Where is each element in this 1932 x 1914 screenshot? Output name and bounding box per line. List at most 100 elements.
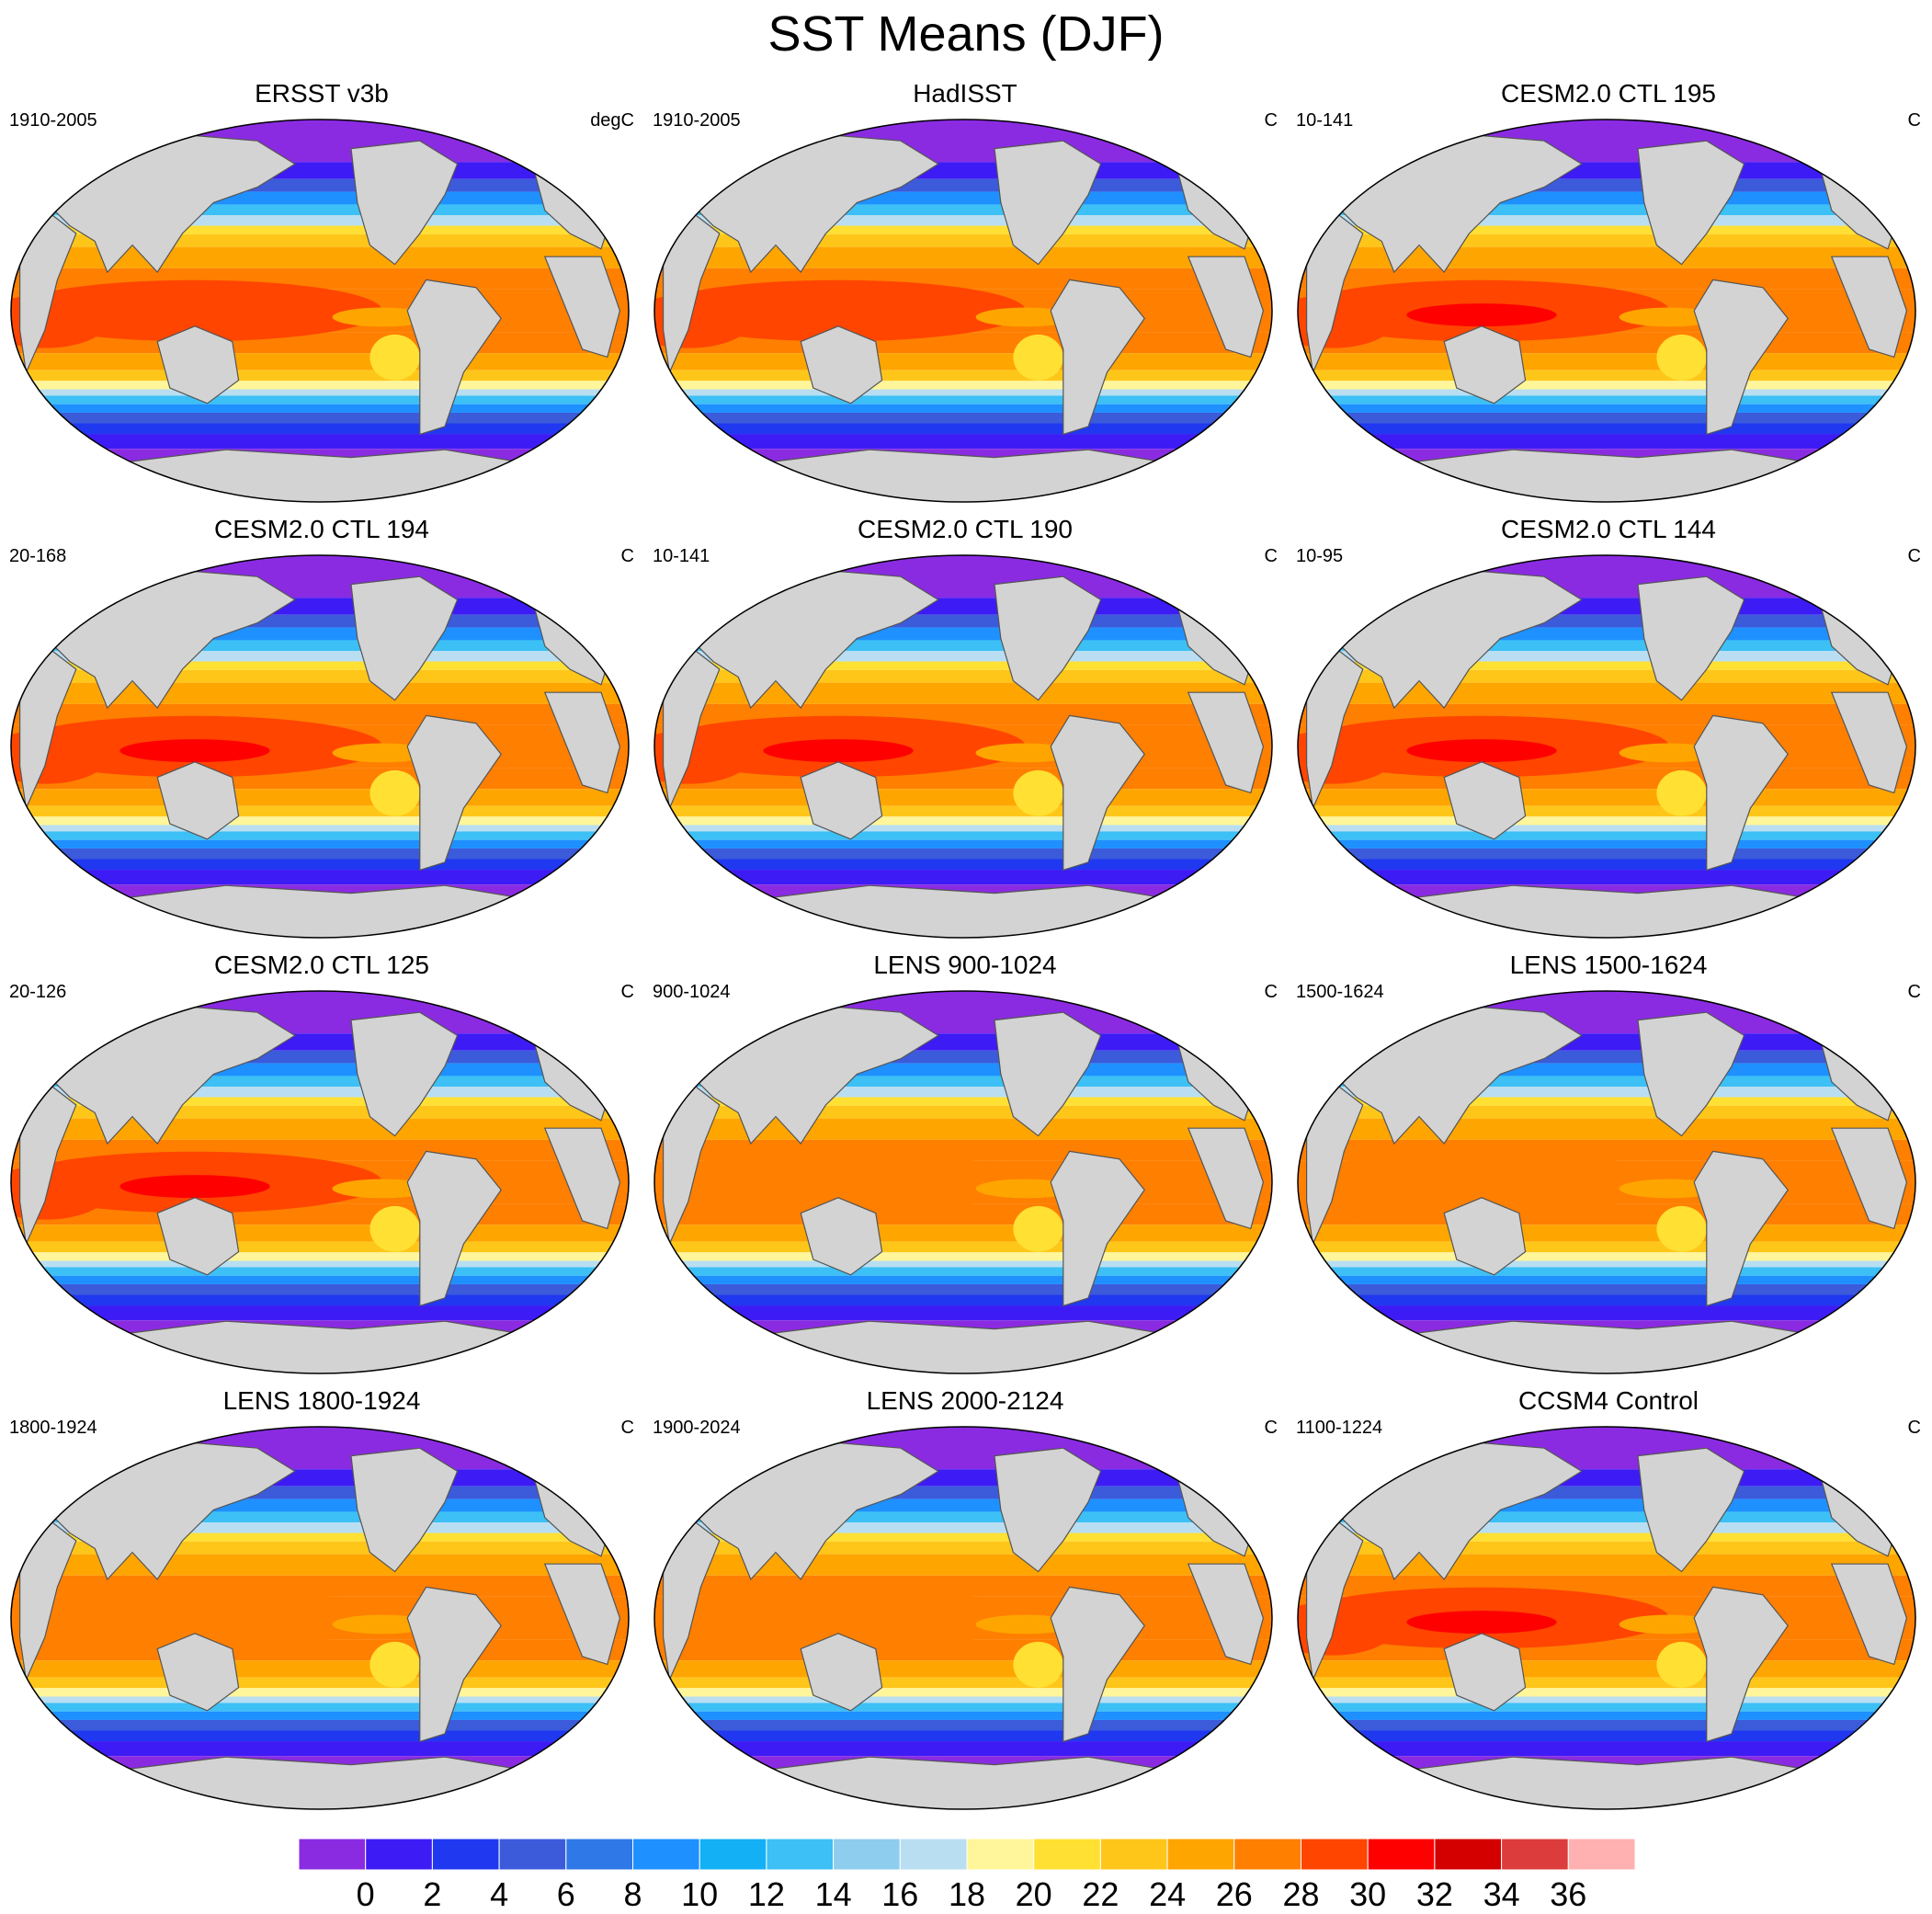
map-panel: LENS 1800-1924 1800-1924 C (0, 1386, 643, 1818)
panel-period: 10-141 (653, 546, 710, 566)
sst-band (11, 1522, 629, 1533)
sst-band (654, 381, 1272, 390)
sst-band (654, 1267, 1272, 1276)
upwelling-zone (1656, 1641, 1707, 1688)
sst-band (11, 1305, 629, 1321)
sst-band (1298, 1260, 1915, 1268)
panel-title: CESM2.0 CTL 125 (214, 951, 429, 979)
land-mass (19, 649, 77, 811)
land-mass (1693, 714, 1789, 872)
sst-band (654, 1097, 1272, 1106)
sst-band (654, 353, 1272, 370)
colorbar-swatch (899, 1839, 968, 1870)
sst-band (11, 789, 629, 806)
land-mass (406, 1150, 502, 1307)
map-panel: LENS 2000-2124 1900-2024 C (643, 1386, 1287, 1818)
sst-band (1298, 404, 1915, 413)
sst-band (654, 651, 1272, 662)
colorbar-swatch (431, 1839, 500, 1870)
upwelling-zone (1013, 334, 1063, 381)
land-mass (1830, 1127, 1908, 1230)
sst-band (11, 1730, 629, 1742)
land-mass (800, 1197, 883, 1276)
sst-band (654, 789, 1272, 806)
land-mass (1306, 649, 1364, 811)
land-mass (800, 1633, 883, 1712)
sst-band (654, 1711, 1272, 1720)
sst-band (1298, 1225, 1915, 1242)
sst-band (1298, 651, 1915, 662)
panel-period: 10-95 (1296, 546, 1344, 566)
sst-band (11, 1741, 629, 1757)
sst-band (654, 404, 1272, 413)
panel-units: C (620, 1418, 634, 1438)
sst-band (654, 805, 1272, 817)
land-mass (543, 1127, 621, 1230)
land-mass (350, 140, 459, 266)
sst-band (654, 1283, 1272, 1295)
panel-title: CESM2.0 CTL 144 (1501, 515, 1716, 543)
sst-band (1298, 1275, 1915, 1284)
map-outline (1297, 119, 1916, 503)
sst-band (1298, 1522, 1915, 1533)
panel-units: C (1264, 982, 1278, 1002)
sst-band (11, 1677, 629, 1689)
sst-band (1298, 1283, 1915, 1295)
land-mass (406, 279, 502, 436)
sst-band (11, 1711, 629, 1720)
land-mass (1830, 1563, 1908, 1666)
colorbar-swatch (1099, 1839, 1168, 1870)
land-mass (663, 213, 721, 375)
figure-title: SST Means (DJF) (767, 6, 1165, 62)
sst-band (11, 848, 629, 860)
sst-band (654, 839, 1272, 849)
panel-title: CCSM4 Control (1517, 1386, 1699, 1415)
map-outline (1297, 1426, 1916, 1810)
sst-band (1298, 848, 1915, 860)
sst-band (11, 1294, 629, 1306)
land-mass (543, 256, 621, 359)
sst-band (1298, 1252, 1915, 1261)
map-outline (653, 119, 1273, 503)
sst-band (654, 1703, 1272, 1712)
panel-title: HadISST (913, 79, 1017, 108)
sst-band (1298, 215, 1915, 226)
colorbar-tick-label: 14 (814, 1875, 852, 1913)
colorbar-swatch (632, 1839, 700, 1870)
sst-band (1298, 370, 1915, 382)
colorbar-tick-label: 4 (490, 1875, 509, 1913)
sst-band (1298, 120, 1915, 163)
map-outline (10, 1426, 630, 1810)
land-mass (1693, 1150, 1789, 1307)
sst-band (1298, 1719, 1915, 1731)
sst-band (654, 1087, 1272, 1098)
map-panel: CESM2.0 CTL 190 10-141 C (643, 515, 1287, 947)
upwelling-zone (1013, 1205, 1063, 1252)
sst-band (1298, 661, 1915, 670)
warm-pool-core (763, 739, 914, 763)
panel-title: LENS 900-1024 (873, 951, 1057, 979)
map-panel: CESM2.0 CTL 195 10-141 C (1287, 79, 1930, 511)
land-mass (1637, 1447, 1745, 1573)
sst-band (654, 434, 1272, 450)
sst-band (11, 805, 629, 817)
sst-band (1298, 353, 1915, 370)
map-outline (10, 119, 630, 503)
upwelling-zone (369, 1641, 420, 1688)
sst-band (654, 1719, 1272, 1731)
colorbar-swatch (1301, 1839, 1369, 1870)
land-mass (350, 1011, 459, 1137)
land-mass (1637, 575, 1745, 701)
sst-band (654, 831, 1272, 840)
colorbar-tick-label: 8 (623, 1875, 642, 1913)
sst-band (1298, 1660, 1915, 1678)
sst-band (654, 1252, 1272, 1261)
sst-map (10, 990, 630, 1374)
sst-band (11, 1275, 629, 1284)
colorbar-swatch (1166, 1839, 1235, 1870)
colorbar-swatch (1567, 1839, 1635, 1870)
upwelling-zone (369, 334, 420, 381)
land-mass (800, 325, 883, 404)
colorbar-swatch (299, 1839, 367, 1870)
sst-band (11, 1696, 629, 1703)
